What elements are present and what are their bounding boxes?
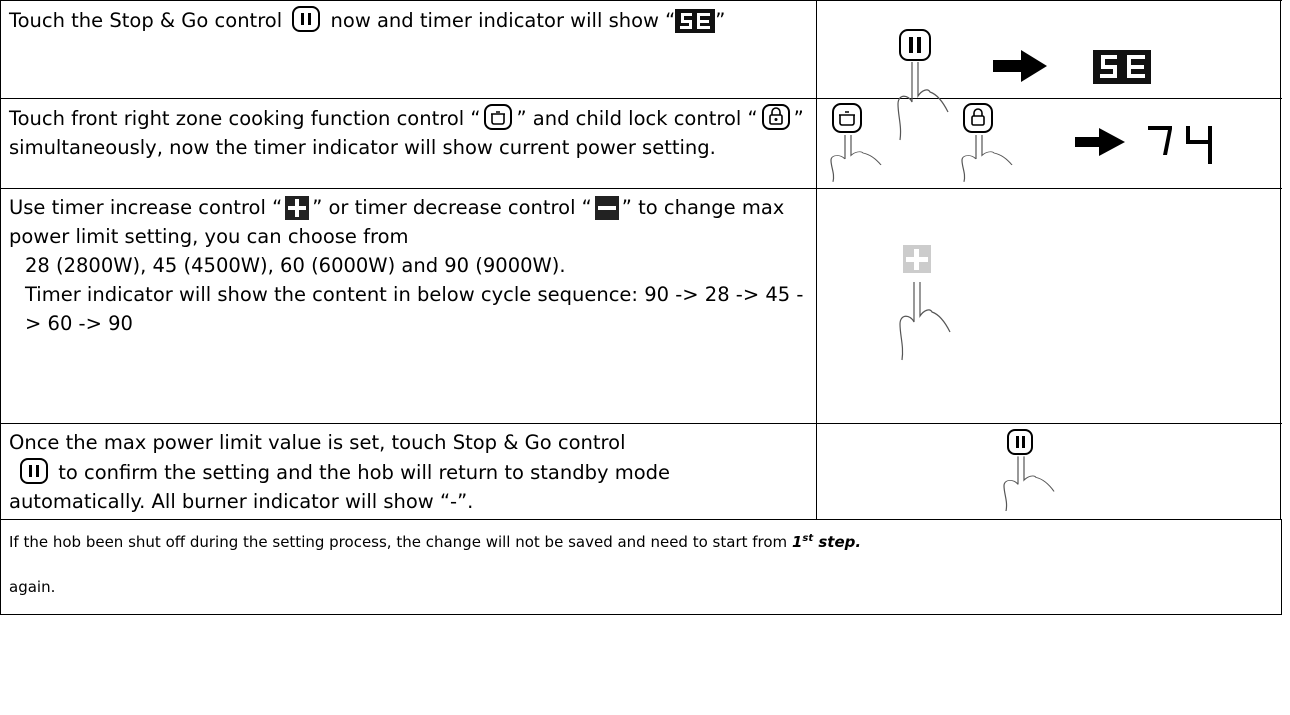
lock-symbol (971, 115, 985, 126)
step-text: ” or timer decrease control “ (312, 196, 592, 219)
step-text: ” and child lock control “ (516, 107, 758, 130)
note-text: again. (9, 578, 56, 596)
lock-button (963, 103, 993, 133)
step-text: Once the max power limit value is set, t… (9, 431, 626, 454)
step-cell: Touch front right zone cooking function … (0, 98, 816, 188)
note-step-suffix: st (802, 533, 814, 544)
figure-cell (816, 423, 1282, 519)
pot-button (832, 103, 862, 133)
right-border (1280, 0, 1282, 519)
pause-bar (1016, 436, 1019, 448)
arrow (1075, 128, 1125, 156)
step-text: Touch the Stop & Go control (9, 9, 283, 32)
stop-go-icon (20, 458, 48, 484)
figure-cell (816, 188, 1282, 423)
figure-cell (816, 98, 1282, 188)
step-cell: Touch the Stop & Go control now and time… (0, 0, 816, 98)
step-text: now and timer indicator will show “ (330, 9, 676, 32)
step-text: Use timer increase control “ (9, 196, 283, 219)
display-digits (1148, 126, 1212, 164)
pause-bar (909, 37, 913, 53)
lock-icon (761, 104, 790, 130)
step-cell: Use timer increase control “ ” or timer d… (0, 188, 816, 423)
step-text: ” to change max power limit setting, you… (9, 196, 785, 248)
note-text: If the hob been shut off during the sett… (9, 533, 788, 551)
display-icon (675, 9, 716, 33)
step-text: ” (715, 9, 726, 32)
note-step: 1 (791, 533, 803, 551)
pause-bar (917, 37, 921, 53)
display-digits (1100, 55, 1145, 78)
step-text: ” simultaneously, now the timer indicato… (9, 107, 804, 159)
step-text: Timer indicator will show the content in… (25, 283, 804, 335)
hand (1003, 455, 1055, 512)
plus-icon (285, 196, 310, 220)
note-cell: If the hob been shut off during the sett… (0, 519, 1282, 615)
hand (830, 134, 882, 183)
minus-icon (594, 196, 619, 220)
stop-go-icon (292, 6, 321, 32)
note-step: step. (818, 533, 862, 551)
pot-symbol (839, 111, 855, 126)
step-text: to confirm the setting and the hob will … (9, 461, 670, 513)
pot-icon (484, 104, 513, 130)
pause-bar (1022, 436, 1025, 448)
hand (899, 281, 951, 361)
plus-symbol (914, 249, 919, 270)
step-cell: Once the max power limit value is set, t… (0, 423, 816, 519)
hand (897, 61, 949, 141)
stop-go-button (1007, 429, 1033, 455)
arrow (993, 50, 1047, 82)
hand (961, 134, 1013, 183)
step-text: Touch front right zone cooking function … (9, 107, 481, 130)
figure-cell (816, 0, 1282, 98)
step-text: 28 (2800W), 45 (4500W), 60 (6000W) and 9… (25, 254, 566, 277)
lock-symbol (973, 108, 983, 116)
stop-go-button (899, 29, 931, 61)
